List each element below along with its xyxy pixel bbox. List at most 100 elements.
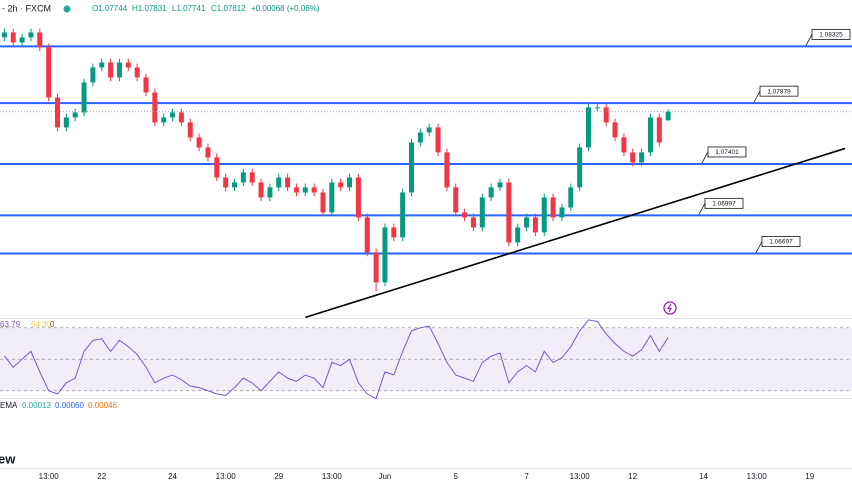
candle-body: [453, 187, 459, 213]
candle-body: [506, 182, 512, 243]
candle-body: [196, 137, 202, 148]
candle-body: [594, 107, 600, 109]
rsi-zero: 0: [50, 320, 55, 329]
candle-body: [479, 197, 485, 228]
candle-body: [267, 187, 273, 198]
level-label: 1.08325: [819, 32, 843, 39]
candle-body: [417, 132, 423, 143]
candle-body: [302, 187, 308, 193]
level-label-box: [707, 146, 747, 158]
candle-body: [55, 97, 60, 128]
candle-body: [152, 92, 158, 123]
x-tick-label: 12: [628, 472, 637, 481]
candle-body: [134, 67, 140, 78]
logo: ew: [0, 451, 16, 466]
candle-body: [559, 207, 565, 218]
level-label-box: [761, 236, 801, 247]
candle-body: [488, 187, 494, 198]
candle-body: [178, 112, 184, 123]
status-dot: [63, 5, 71, 13]
level-label-box: [704, 197, 744, 209]
candle-body: [338, 182, 344, 188]
candle-body: [462, 212, 468, 218]
ohlc-change: +0.00068 (+0.06%): [251, 4, 320, 13]
candle-body: [240, 172, 246, 183]
candle-body: [276, 177, 282, 188]
candle-body: [320, 192, 326, 213]
x-tick-label: 13:00: [216, 472, 237, 481]
alert-icon[interactable]: [663, 301, 677, 315]
candle-body: [205, 147, 211, 158]
candle-body: [90, 67, 96, 83]
level-connector: [701, 151, 709, 164]
candle-body: [497, 182, 503, 188]
macd-hist-value: 0.00013: [22, 401, 51, 410]
x-tick-label: Jun: [378, 472, 391, 481]
ohlc-close: C1.07812: [211, 4, 246, 13]
candle-body: [285, 177, 291, 188]
candle-body: [72, 112, 78, 118]
x-tick-label: 13:00: [322, 472, 343, 481]
candle-body: [612, 122, 618, 138]
candle-body: [232, 182, 237, 188]
candle-body: [258, 182, 264, 198]
candle-body: [63, 117, 69, 128]
candle-body: [125, 62, 131, 68]
macd-value: 0.00060: [55, 401, 84, 410]
ohlc-open: O1.07744: [92, 4, 128, 13]
candle-body: [524, 217, 530, 228]
candle-body: [293, 187, 299, 193]
candle-body: [400, 192, 406, 238]
candle-body: [99, 62, 105, 68]
x-tick-label: 22: [97, 472, 106, 481]
candle-body: [223, 177, 229, 188]
candle-body: [656, 117, 662, 143]
x-tick-label: 19: [805, 472, 814, 481]
candle-body: [665, 111, 671, 121]
candle-body: [435, 127, 441, 153]
trendline: [305, 147, 846, 319]
candle-body: [426, 127, 432, 133]
ohlc-high: H1.07831: [132, 4, 167, 13]
symbol: - 2h · FXCM: [2, 3, 51, 13]
candle-body: [364, 217, 370, 253]
level-connector: [753, 90, 761, 103]
candle-body: [37, 32, 43, 48]
candle-body: [249, 172, 255, 183]
level-label-box: [811, 29, 851, 40]
candle-body: [81, 82, 87, 113]
candle-body: [470, 217, 476, 228]
candle-body: [382, 227, 388, 283]
x-tick-label: 13:00: [570, 472, 591, 481]
candle-body: [28, 32, 34, 38]
ohlc-low: L1.07741: [172, 4, 206, 13]
candle-body: [647, 117, 653, 153]
x-tick-label: 5: [454, 472, 459, 481]
macd-signal-value: 0.00046: [88, 401, 117, 410]
candle-body: [10, 32, 16, 43]
rsi-value: 63.79: [0, 320, 21, 329]
level-connector: [805, 34, 813, 46]
x-tick-label: 13:00: [39, 472, 60, 481]
candle-body: [116, 62, 122, 78]
x-tick-label: 7: [524, 472, 529, 481]
candle-body: [214, 157, 220, 178]
candle-body: [311, 187, 317, 193]
candle-body: [391, 227, 397, 238]
rsi-line: [4, 319, 669, 400]
candle-body: [108, 62, 114, 78]
rsi-ma-value: 54.30: [31, 320, 52, 329]
candle-body: [541, 197, 547, 233]
candle-body: [19, 37, 25, 43]
level-label: 1.06697: [769, 239, 793, 246]
candle-body: [409, 142, 414, 193]
macd-name: EMA: [0, 401, 18, 410]
candle-body: [347, 177, 353, 188]
candle-body: [550, 197, 556, 218]
level-connector: [698, 203, 706, 215]
alert-icon-bolt: [666, 303, 673, 313]
candle-body: [161, 117, 167, 123]
candle-body: [568, 187, 574, 208]
